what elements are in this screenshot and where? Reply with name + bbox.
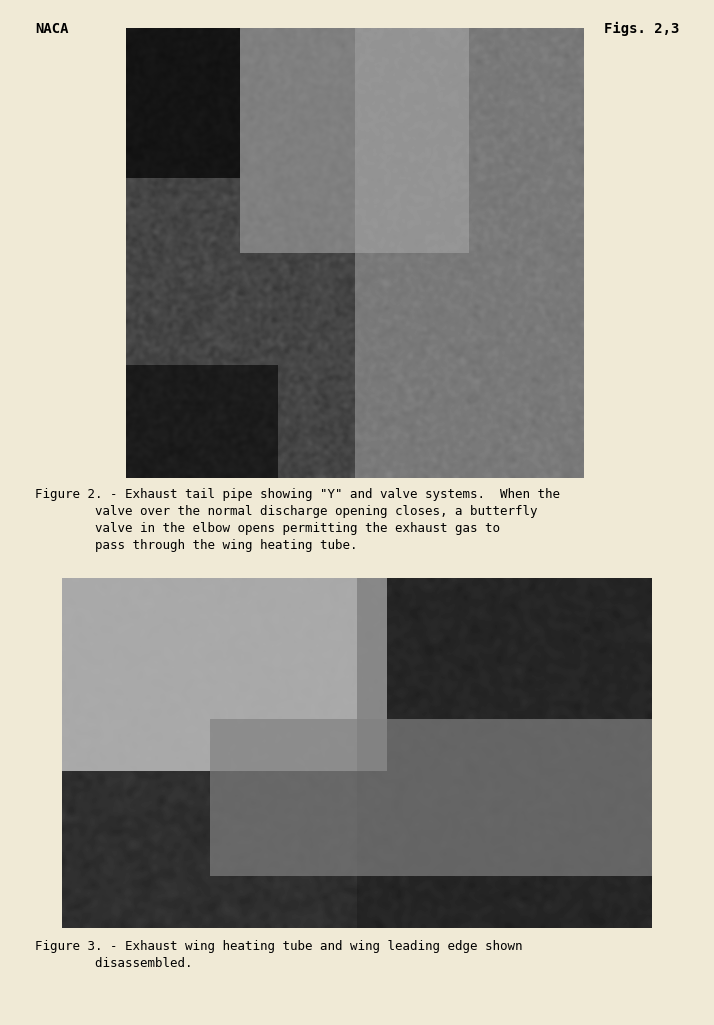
Text: Figure 2. - Exhaust tail pipe showing "Y" and valve systems.  When the: Figure 2. - Exhaust tail pipe showing "Y… (35, 488, 560, 501)
Text: disassembled.: disassembled. (35, 957, 193, 970)
Text: pass through the wing heating tube.: pass through the wing heating tube. (35, 539, 358, 552)
Text: valve over the normal discharge opening closes, a butterfly: valve over the normal discharge opening … (35, 505, 538, 518)
Text: NACA: NACA (35, 22, 69, 36)
Text: Figure 3. - Exhaust wing heating tube and wing leading edge shown: Figure 3. - Exhaust wing heating tube an… (35, 940, 523, 953)
Text: valve in the elbow opens permitting the exhaust gas to: valve in the elbow opens permitting the … (35, 522, 500, 535)
Text: Figs. 2,3: Figs. 2,3 (603, 22, 679, 36)
